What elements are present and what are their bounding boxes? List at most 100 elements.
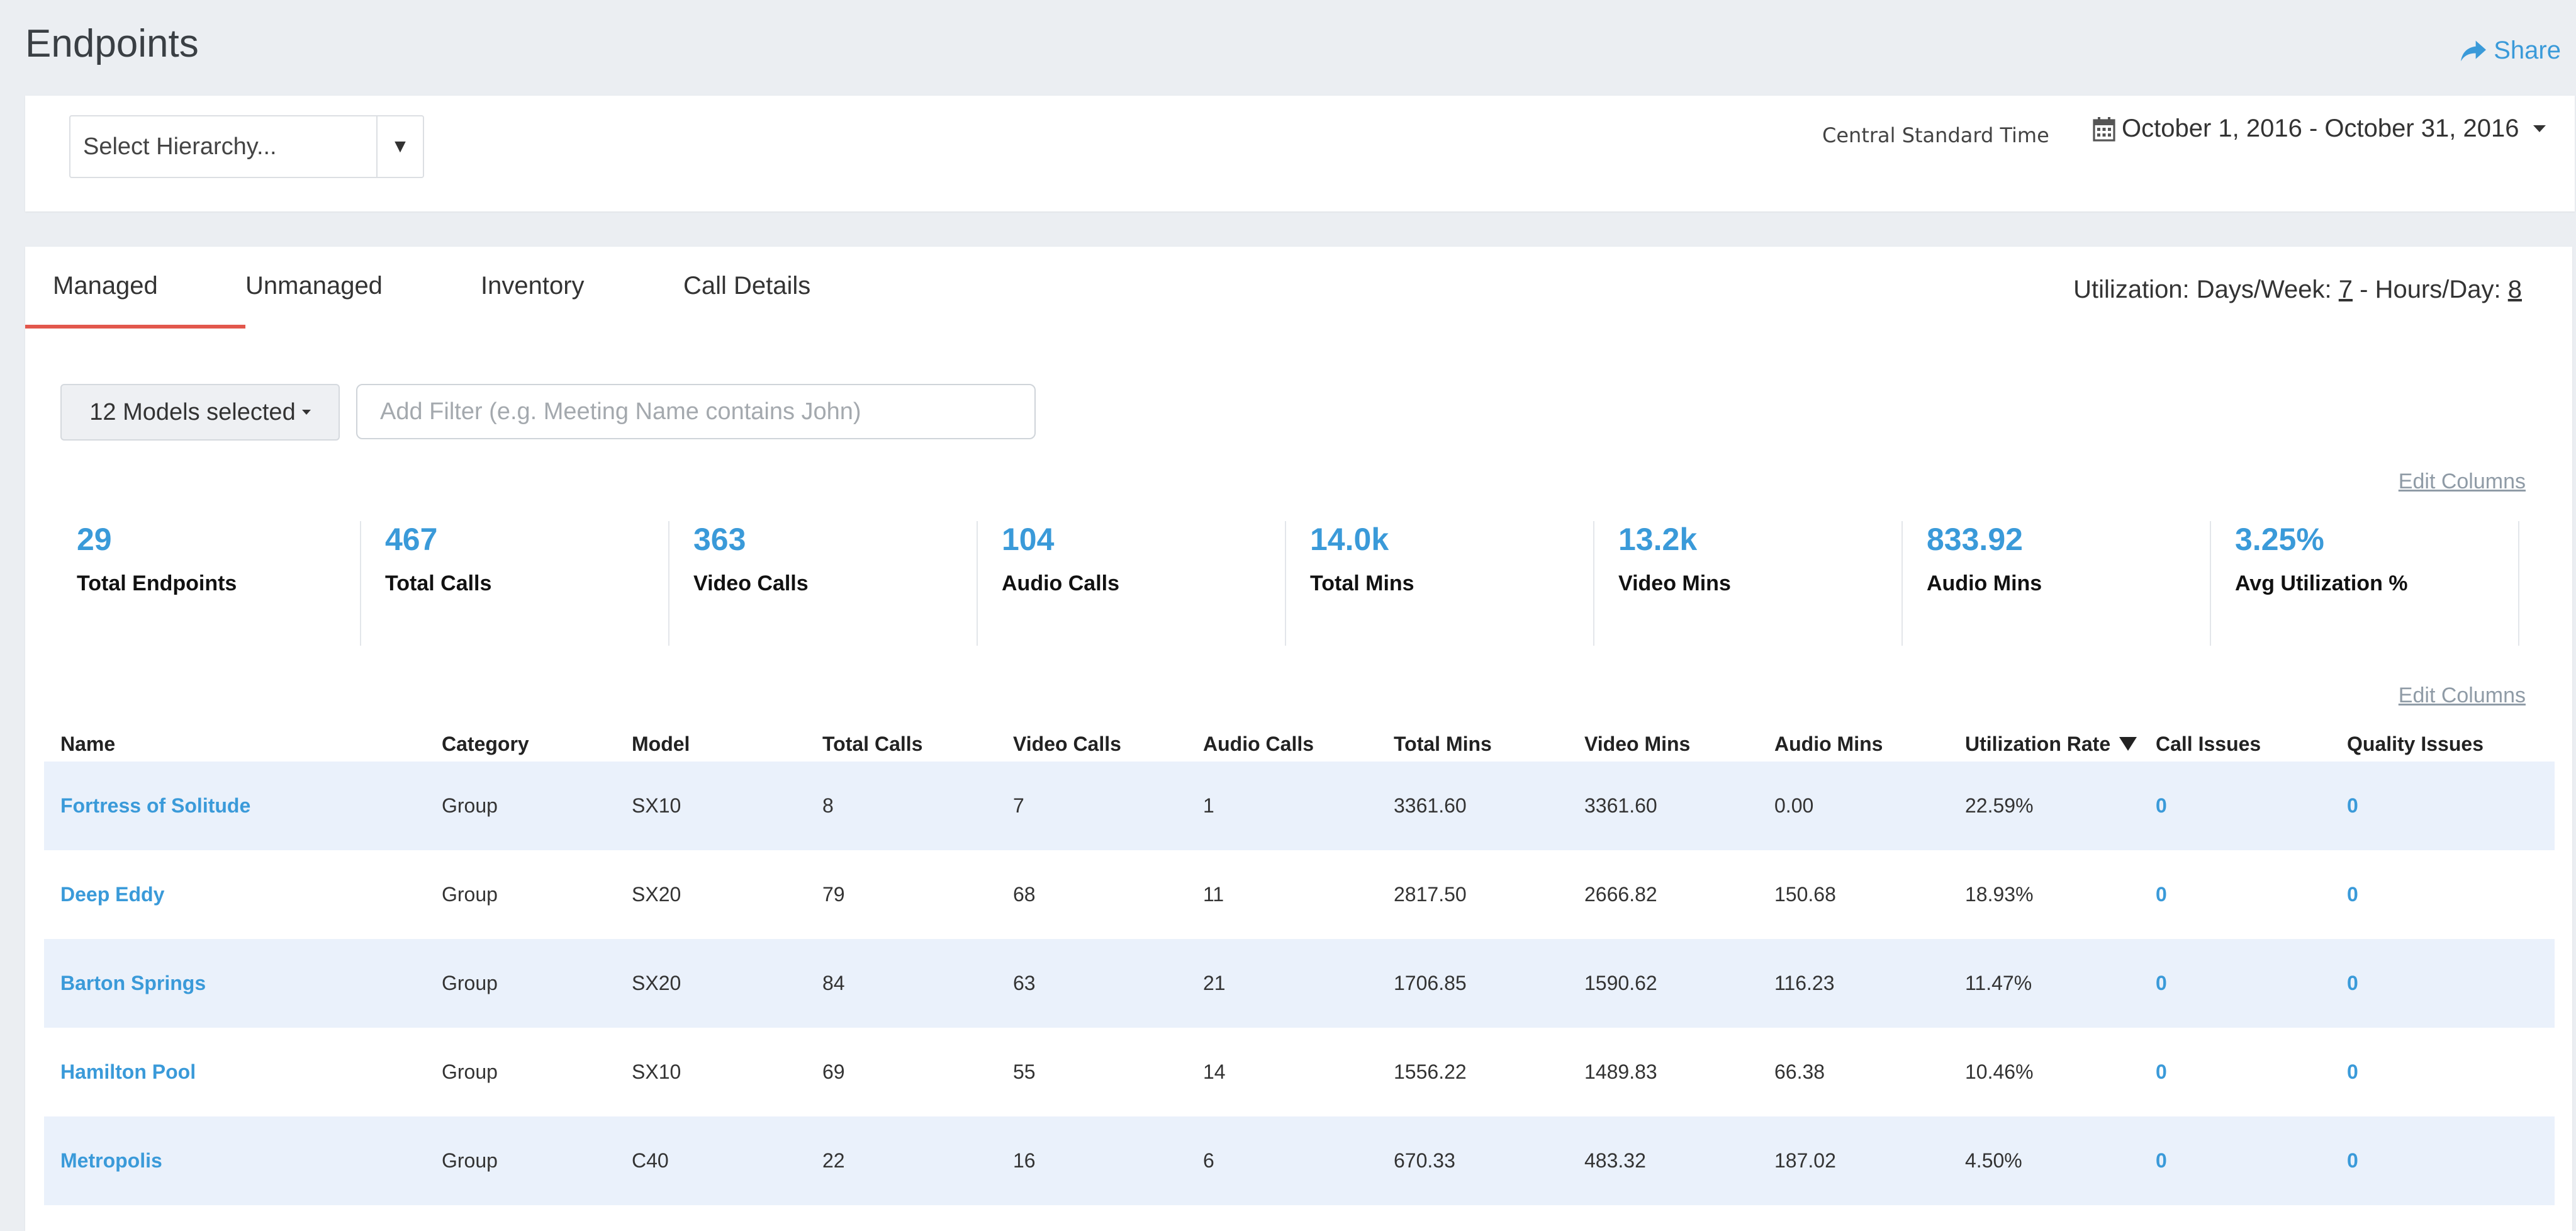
column-header-audio-calls[interactable]: Audio Calls	[1203, 732, 1314, 755]
table-header: Name Category Model Total Calls Video Ca…	[44, 726, 2555, 762]
cell-video-mins: 1590.62	[1584, 972, 1657, 994]
tab-unmanaged[interactable]: Unmanaged	[245, 272, 383, 300]
add-filter-input[interactable]	[356, 384, 1036, 439]
cell-total-mins: 3361.60	[1394, 794, 1467, 817]
column-header-audio-mins[interactable]: Audio Mins	[1774, 732, 1883, 755]
stat-value: 833.92	[1927, 522, 2023, 557]
column-header-model[interactable]: Model	[632, 732, 690, 755]
column-header-name[interactable]: Name	[60, 732, 116, 755]
stat-video-calls[interactable]: 363 Video Calls	[669, 521, 978, 646]
cell-total-mins: 1706.85	[1394, 972, 1467, 994]
stat-label: Total Calls	[385, 571, 492, 595]
stat-label: Avg Utilization %	[2235, 571, 2408, 595]
table-body: Fortress of Solitude Group SX10 8 7 1 3361.60 3…	[44, 762, 2555, 1205]
cell-category: Group	[442, 1149, 498, 1172]
cell-call-issues-link[interactable]: 0	[2156, 883, 2167, 906]
cell-audio-calls: 11	[1203, 883, 1224, 906]
hierarchy-select-text[interactable]: Select Hierarchy...	[83, 133, 277, 160]
cell-model: SX20	[632, 972, 681, 994]
cell-utilization-rate: 11.47%	[1965, 972, 2032, 994]
column-header-category[interactable]: Category	[442, 732, 529, 755]
tab-call-details[interactable]: Call Details	[683, 272, 811, 300]
utilization-hours-link[interactable]: 8	[2507, 276, 2522, 303]
stat-avg-utilization[interactable]: 3.25% Avg Utilization %	[2211, 521, 2519, 646]
endpoint-name-link[interactable]: Barton Springs	[60, 972, 206, 994]
tab-bar: Managed Unmanaged Inventory Call Details	[25, 247, 872, 329]
cell-audio-calls: 14	[1203, 1060, 1226, 1083]
column-header-total-calls[interactable]: Total Calls	[822, 732, 923, 755]
cell-model: SX10	[632, 794, 681, 817]
table-row[interactable]: Metropolis Group C40 22 16 6 670.33 483.32 187.0…	[44, 1116, 2555, 1205]
column-header-call-issues[interactable]: Call Issues	[2156, 732, 2261, 755]
stat-label: Video Mins	[1618, 571, 1731, 595]
table-row[interactable]: Hamilton Pool Group SX10 69 55 14 1556.22 1489.…	[44, 1028, 2555, 1116]
utilization-settings: Utilization: Days/Week: 7 - Hours/Day: 8	[2073, 276, 2522, 304]
hierarchy-dropdown-toggle[interactable]: ▼	[376, 116, 423, 177]
column-header-total-mins[interactable]: Total Mins	[1394, 732, 1492, 755]
cell-quality-issues-link[interactable]: 0	[2347, 1060, 2358, 1083]
stat-total-calls[interactable]: 467 Total Calls	[361, 521, 669, 646]
stat-audio-mins[interactable]: 833.92 Audio Mins	[1903, 521, 2211, 646]
tab-managed[interactable]: Managed	[25, 247, 245, 329]
cell-quality-issues-link[interactable]: 0	[2347, 883, 2358, 906]
utilization-days-link[interactable]: 7	[2338, 276, 2353, 303]
cell-total-calls: 8	[822, 794, 834, 817]
column-header-quality-issues[interactable]: Quality Issues	[2347, 732, 2484, 755]
stat-label: Audio Calls	[1002, 571, 1120, 595]
endpoint-name-link[interactable]: Deep Eddy	[60, 883, 165, 906]
table-row[interactable]: Deep Eddy Group SX20 79 68 11 2817.50 2666.82 15…	[44, 850, 2555, 939]
stat-value: 104	[1002, 522, 1055, 557]
cell-total-calls: 69	[822, 1060, 845, 1083]
endpoints-table: Name Category Model Total Calls Video Ca…	[44, 726, 2555, 1205]
stat-total-mins[interactable]: 14.0k Total Mins	[1286, 521, 1594, 646]
endpoint-name-link[interactable]: Fortress of Solitude	[60, 794, 251, 817]
cell-call-issues-link[interactable]: 0	[2156, 972, 2167, 994]
table-row[interactable]: Barton Springs Group SX20 84 63 21 1706.85 1590…	[44, 939, 2555, 1028]
cell-video-calls: 7	[1013, 794, 1024, 817]
endpoints-panel: Managed Unmanaged Inventory Call Details…	[25, 247, 2572, 1231]
column-header-video-calls[interactable]: Video Calls	[1013, 732, 1121, 755]
share-icon	[2461, 40, 2487, 61]
cell-video-mins: 1489.83	[1584, 1060, 1657, 1083]
stat-audio-calls[interactable]: 104 Audio Calls	[978, 521, 1286, 646]
cell-audio-calls: 1	[1203, 794, 1214, 817]
cell-quality-issues-link[interactable]: 0	[2347, 794, 2358, 817]
share-button[interactable]: Share	[2460, 37, 2561, 65]
cell-quality-issues-link[interactable]: 0	[2347, 972, 2358, 994]
cell-call-issues-link[interactable]: 0	[2156, 1149, 2167, 1172]
cell-call-issues-link[interactable]: 0	[2156, 794, 2167, 817]
cell-total-mins: 670.33	[1394, 1149, 1455, 1172]
cell-category: Group	[442, 1060, 498, 1083]
chevron-down-icon	[2533, 125, 2546, 132]
cell-total-calls: 22	[822, 1149, 845, 1172]
sort-descending-icon	[2119, 737, 2137, 751]
cell-model: C40	[632, 1149, 669, 1172]
stat-value: 29	[77, 522, 112, 557]
models-dropdown-button[interactable]: 12 Models selected	[60, 384, 340, 441]
cell-video-calls: 55	[1013, 1060, 1036, 1083]
column-header-video-mins[interactable]: Video Mins	[1584, 732, 1691, 755]
column-header-utilization-label: Utilization Rate	[1965, 732, 2111, 755]
column-header-utilization-rate[interactable]: Utilization Rate	[1949, 733, 2139, 756]
date-range-picker[interactable]: October 1, 2016 - October 31, 2016	[2093, 115, 2546, 143]
endpoint-name-link[interactable]: Hamilton Pool	[60, 1060, 196, 1083]
table-row[interactable]: Fortress of Solitude Group SX10 8 7 1 3361.60 3…	[44, 762, 2555, 850]
stat-video-mins[interactable]: 13.2k Video Mins	[1594, 521, 1903, 646]
cell-call-issues-link[interactable]: 0	[2156, 1060, 2167, 1083]
cell-video-calls: 16	[1013, 1149, 1036, 1172]
stat-total-endpoints[interactable]: 29 Total Endpoints	[53, 521, 361, 646]
cell-audio-mins: 150.68	[1774, 883, 1836, 906]
edit-columns-table-link[interactable]: Edit Columns	[2398, 683, 2526, 707]
endpoint-name-link[interactable]: Metropolis	[60, 1149, 162, 1172]
cell-quality-issues-link[interactable]: 0	[2347, 1149, 2358, 1172]
cell-utilization-rate: 10.46%	[1965, 1060, 2034, 1083]
edit-columns-stats-link[interactable]: Edit Columns	[2398, 469, 2526, 493]
hierarchy-select[interactable]: Select Hierarchy... ▼	[69, 115, 424, 178]
tab-inventory[interactable]: Inventory	[481, 272, 585, 300]
cell-audio-mins: 66.38	[1774, 1060, 1825, 1083]
cell-model: SX20	[632, 883, 681, 906]
stat-label: Audio Mins	[1927, 571, 2042, 595]
stat-value: 14.0k	[1310, 522, 1389, 557]
stat-value: 3.25%	[2235, 522, 2324, 557]
cell-video-calls: 68	[1013, 883, 1036, 906]
